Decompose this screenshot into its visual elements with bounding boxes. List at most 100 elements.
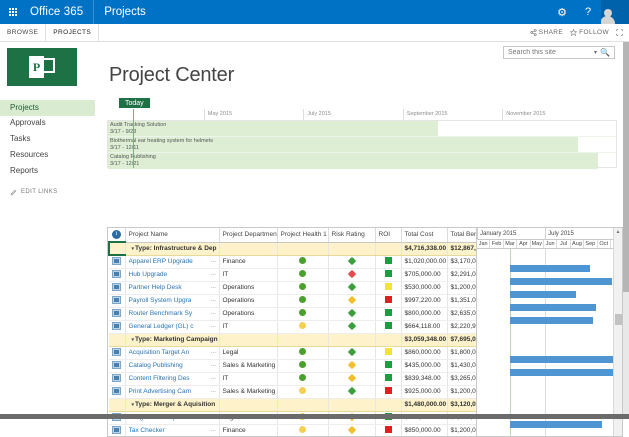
cell-project-name[interactable]: Catalog Publishing ··· [125,359,220,373]
cell-project-name[interactable]: Acquisition Target An ··· [125,346,220,360]
table-row[interactable]: Print Advertising Cam ··· Sales & Marketin… [109,385,476,399]
table-row[interactable]: Hub Upgrade ···IT $705,000.00$2,291,000.00 [109,268,476,282]
group-select-cell[interactable] [109,333,126,347]
gantt-bar[interactable] [510,304,596,311]
gantt-vertical-scrollbar[interactable]: ▲ [613,228,622,436]
gear-icon[interactable]: ⚙ [557,6,567,19]
office365-brand[interactable]: Office 365 [26,0,95,24]
collapse-caret-icon[interactable]: ▾ [131,246,135,252]
cell-project-name[interactable]: Tax Checker ··· [125,424,220,436]
project-link[interactable]: General Ledger (GL) c [128,322,194,330]
search-input[interactable] [508,49,586,56]
table-row[interactable]: General Ledger (GL) c ··· IT $664,118.00 $2,… [109,320,476,334]
column-header-total-benefits[interactable]: Total Benefits [447,228,476,243]
page-scroll-thumb[interactable] [623,42,629,292]
row-indicator[interactable] [109,307,126,321]
row-indicator[interactable] [109,281,126,295]
row-indicator[interactable] [109,359,126,373]
cell-project-name[interactable]: Router Benchmark Sy ··· [125,307,220,321]
column-header-project-health[interactable]: Project Health 1 [277,228,329,243]
scroll-up-arrow[interactable]: ▲ [615,229,621,235]
project-link[interactable]: Partner Help Desk [128,283,182,291]
row-indicator[interactable] [109,346,126,360]
row-indicator[interactable] [109,385,126,399]
column-header-roi[interactable]: ROI [375,228,402,243]
timeline-item[interactable]: Biothermal ear heating system for helmet… [108,137,616,153]
follow-button[interactable]: FOLLOW [570,29,609,36]
gantt-bar[interactable] [510,369,614,376]
cell-project-name[interactable]: Apparel ERP Upgrade ··· [125,255,220,269]
column-header-indicator[interactable]: i [109,228,126,243]
collapse-caret-icon[interactable]: ▾ [131,402,135,408]
table-row[interactable]: Acquisition Target An ··· Legal $860,000.00… [109,346,476,360]
collapse-caret-icon[interactable]: ▾ [131,337,135,343]
row-indicator[interactable] [109,424,126,436]
scroll-thumb[interactable] [615,314,622,325]
sidebar-item-reports[interactable]: Reports [10,165,39,175]
tab-projects[interactable]: PROJECTS [45,24,100,41]
project-link[interactable]: Apparel ERP Upgrade [128,257,193,265]
table-row[interactable]: Router Benchmark Sy ··· Operations $800,000… [109,307,476,321]
column-header-total-cost[interactable]: Total Cost [401,228,448,243]
timeline-item[interactable]: Catalog Publishing 3/17 - 12/21 [108,153,616,169]
group-header-row[interactable]: ▾Type: Marketing Campaign $3,059,348.00 $7… [109,333,476,347]
table-row[interactable]: Payroll System Upgra ··· Operations $997,22… [109,294,476,308]
cell-project-name[interactable]: Partner Help Desk ··· [125,281,220,295]
project-link[interactable]: Payroll System Upgra [128,296,192,304]
app-launcher-icon[interactable] [0,0,26,24]
gantt-bar[interactable] [510,421,602,428]
cell-project-name[interactable]: Hub Upgrade ··· [125,268,220,282]
suite-app-name[interactable]: Projects [104,6,146,18]
focus-on-content-icon[interactable] [616,29,623,36]
cell-project-name[interactable]: Payroll System Upgra ··· [125,294,220,308]
search-box[interactable]: ▾ 🔍 [503,46,615,59]
row-indicator[interactable] [109,372,126,386]
row-indicator[interactable] [109,255,126,269]
edit-links-button[interactable]: EDIT LINKS [0,189,95,196]
group-select-cell[interactable] [109,398,126,412]
project-link[interactable]: Print Advertising Cam [128,387,192,395]
table-row[interactable]: Catalog Publishing ··· Sales & Marketing $4… [109,359,476,373]
cell-project-name[interactable]: General Ledger (GL) c ··· [125,320,220,334]
sidebar-item-projects[interactable]: Projects [0,100,95,116]
cell-project-name[interactable]: Content Filtering Des ··· [125,372,220,386]
group-header-row[interactable]: ▾Type: Infrastructure & Dep $4,716,338.00… [108,241,476,256]
gantt-bar[interactable] [510,278,612,285]
project-link[interactable]: Content Filtering Des [128,374,190,382]
row-indicator[interactable] [109,320,126,334]
sidebar-item-resources[interactable]: Resources [10,149,49,159]
table-row[interactable]: Tax Checker ··· Finance $850,000.00 $1,200,0… [109,424,476,436]
tab-browse[interactable]: BROWSE [7,29,39,36]
page-scrollbar[interactable] [623,42,629,419]
table-row[interactable]: Partner Help Desk ··· Operations $530,000.0… [109,281,476,295]
search-icon[interactable]: 🔍 [600,48,610,57]
gantt-bar[interactable] [510,265,591,272]
row-indicator[interactable] [109,268,126,282]
gantt-bar[interactable] [510,356,614,363]
table-row[interactable]: Content Filtering Des ··· IT $839,348.00 $3,… [109,372,476,386]
row-indicator[interactable] [109,294,126,308]
sidebar-item-approvals[interactable]: Approvals [10,118,46,128]
column-header-risk-rating[interactable]: Risk Rating [328,228,376,243]
column-header-project-department[interactable]: Project Department [219,228,278,243]
table-row[interactable]: Apparel ERP Upgrade ··· Finance $1,020,000.… [109,255,476,269]
sidebar-item-tasks[interactable]: Tasks [10,134,31,144]
project-link[interactable]: Catalog Publishing [128,361,183,369]
group-label[interactable]: ▾Type: Merger & Aquisition [125,398,220,412]
gantt-bar[interactable] [510,291,576,298]
project-link[interactable]: Router Benchmark Sy [128,309,193,317]
project-link[interactable]: Acquisition Target An [128,348,190,356]
column-header-project-name[interactable]: Project Name [125,228,220,243]
help-icon[interactable]: ? [584,6,592,18]
gantt-bar[interactable] [510,317,593,324]
user-avatar-icon[interactable] [601,0,629,24]
project-link[interactable]: Hub Upgrade [128,270,168,278]
group-header-row[interactable]: ▾Type: Merger & Aquisition $1,480,000.00 $… [109,398,476,412]
cell-project-name[interactable]: Print Advertising Cam ··· [125,385,220,399]
timeline-item[interactable]: Audit Tracking Solution 3/17 - 9/23 [108,121,616,137]
group-label[interactable]: ▾Type: Marketing Campaign [125,333,220,347]
group-select-cell[interactable] [108,241,126,256]
project-link[interactable]: Tax Checker [128,426,165,434]
share-button[interactable]: SHARE [530,29,563,36]
group-label[interactable]: ▾Type: Infrastructure & Dep [125,242,220,256]
